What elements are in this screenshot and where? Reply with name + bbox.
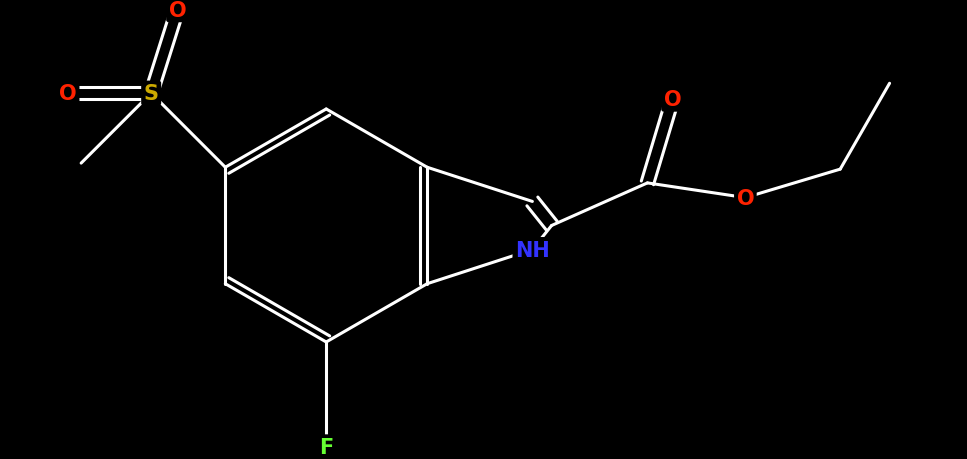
Text: O: O bbox=[168, 1, 187, 21]
Text: O: O bbox=[59, 84, 77, 104]
Text: NH: NH bbox=[515, 240, 550, 260]
Text: O: O bbox=[737, 188, 754, 208]
Text: O: O bbox=[663, 90, 682, 110]
Text: F: F bbox=[319, 437, 334, 457]
Text: S: S bbox=[144, 84, 159, 104]
